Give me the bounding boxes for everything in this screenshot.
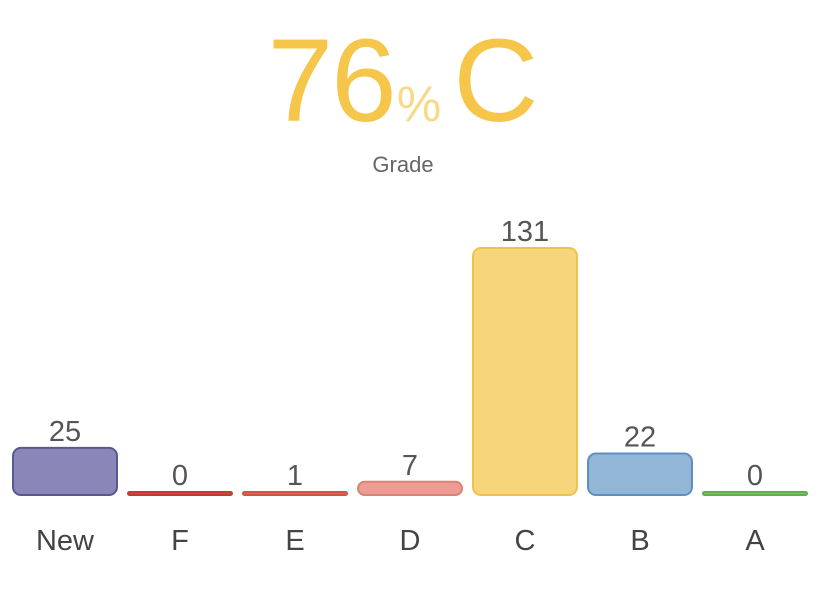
bar-d — [357, 480, 463, 496]
value-label-c: 131 — [501, 216, 549, 248]
bar-a — [702, 491, 808, 496]
bar-c — [472, 247, 578, 496]
value-label-new: 25 — [49, 416, 81, 448]
grade-percent-value: 76 — [267, 15, 397, 147]
category-label-c: C — [515, 525, 536, 557]
grade-caption: Grade — [372, 152, 434, 177]
bar-b — [587, 452, 693, 496]
value-label-a: 0 — [747, 460, 763, 492]
bar-new — [12, 446, 118, 497]
value-label-b: 22 — [624, 422, 656, 454]
percent-sign: % — [396, 76, 442, 132]
category-label-e: E — [285, 525, 304, 557]
bar-f — [127, 491, 233, 496]
grade-score: 76% C — [0, 22, 806, 140]
bar-e — [242, 491, 348, 496]
category-label-new: New — [36, 525, 95, 557]
value-label-e: 1 — [287, 460, 303, 492]
value-label-f: 0 — [172, 460, 188, 492]
category-label-b: B — [630, 525, 649, 557]
grade-letter: C — [453, 15, 539, 147]
value-label-d: 7 — [402, 450, 418, 482]
category-label-f: F — [171, 525, 189, 557]
category-label-d: D — [400, 525, 421, 557]
category-label-a: A — [745, 525, 765, 557]
